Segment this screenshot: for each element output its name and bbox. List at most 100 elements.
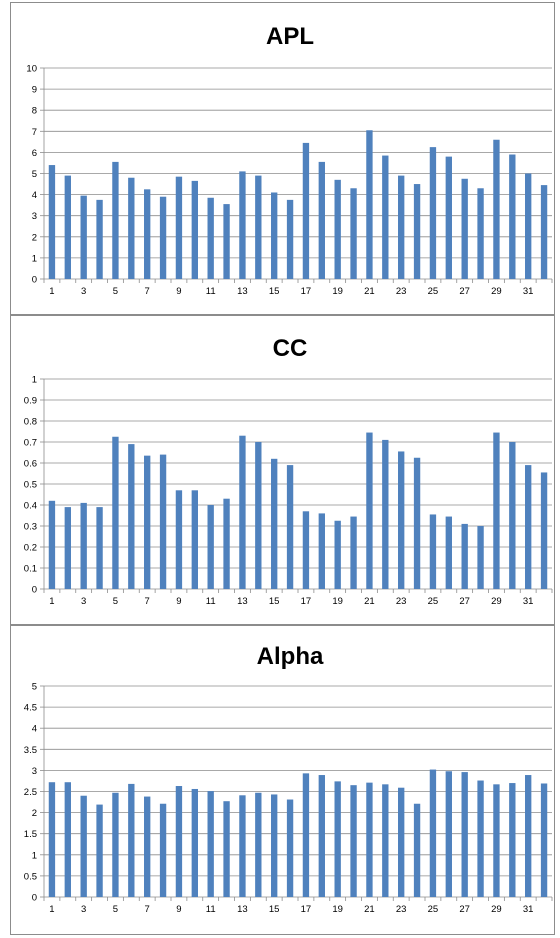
x-tick-label: 17 [301, 904, 312, 915]
bar [445, 516, 452, 589]
bar [159, 196, 167, 279]
bar [366, 130, 373, 279]
bar [493, 432, 500, 589]
bar [80, 795, 87, 897]
y-tick-label: 0.3 [24, 522, 37, 533]
bar [286, 199, 294, 279]
y-tick-label: 10 [26, 64, 37, 75]
chart-panel-alpha: Alpha 0 0.5 1 1.5 2 2.5 3 3.5 4 4.5 5 1 3 5 7 9 11 13 15 17 1… [10, 625, 555, 935]
bar [318, 513, 325, 589]
bar [255, 175, 262, 279]
alpha-chart-title: Alpha [257, 643, 324, 670]
bar [64, 175, 71, 279]
x-tick-label: 1 [49, 286, 54, 297]
y-tick-label: 7 [32, 127, 37, 138]
y-tick-label: 0.1 [24, 564, 37, 575]
y-tick-label: 3.5 [24, 745, 37, 756]
bar [175, 176, 183, 279]
bar [382, 439, 389, 589]
y-tick-label: 0.2 [24, 543, 37, 554]
bar [413, 457, 421, 589]
bar [318, 775, 325, 897]
bar [525, 465, 532, 589]
y-tick-label: 0.5 [24, 871, 37, 882]
x-tick-label: 17 [301, 286, 312, 297]
bar [366, 782, 373, 897]
bar [207, 197, 214, 279]
bar [334, 520, 341, 589]
bar [334, 179, 341, 279]
bar [223, 204, 230, 279]
y-tick-label: 4 [32, 724, 37, 735]
x-tick-label: 21 [364, 904, 375, 915]
bar [302, 773, 310, 897]
x-tick-label: 1 [49, 596, 54, 607]
bar [493, 784, 500, 897]
bar [96, 804, 103, 897]
bar [112, 161, 119, 279]
bar [223, 498, 230, 589]
bar [350, 785, 357, 897]
bar [271, 794, 278, 897]
x-tick-label: 13 [237, 904, 248, 915]
bar [334, 781, 341, 897]
x-tick-label: 5 [113, 596, 118, 607]
bar [48, 165, 56, 279]
bar [525, 173, 532, 279]
x-tick-label: 3 [81, 596, 86, 607]
bar [144, 189, 151, 279]
y-tick-label: 0.4 [24, 501, 37, 512]
x-tick-label: 27 [459, 596, 470, 607]
bar [461, 178, 468, 279]
x-tick-label: 25 [428, 286, 439, 297]
cc-chart-title: CC [273, 335, 308, 362]
bar [191, 788, 198, 897]
bar [413, 803, 421, 897]
bar [509, 442, 516, 589]
bar [48, 782, 56, 897]
x-tick-label: 15 [269, 286, 280, 297]
bar [239, 795, 246, 897]
y-tick-label: 0 [32, 893, 37, 904]
y-tick-label: 0.8 [24, 417, 37, 428]
bar [255, 442, 262, 589]
bar [128, 177, 135, 279]
bar [382, 155, 389, 279]
bar [509, 783, 516, 897]
x-tick-label: 19 [332, 286, 343, 297]
bar [112, 436, 119, 589]
y-tick-label: 2 [32, 808, 37, 819]
bar [144, 796, 151, 897]
y-tick-label: 2.5 [24, 787, 37, 798]
x-tick-label: 3 [81, 904, 86, 915]
x-tick-label: 19 [332, 596, 343, 607]
x-tick-label: 29 [491, 904, 502, 915]
bar [540, 783, 548, 897]
x-tick-label: 17 [301, 596, 312, 607]
y-tick-label: 3 [32, 766, 37, 777]
x-tick-label: 7 [145, 286, 150, 297]
bar [398, 451, 405, 589]
bar [477, 780, 484, 897]
y-tick-label: 0 [32, 585, 37, 596]
bar [429, 769, 437, 897]
bar [271, 192, 278, 279]
x-tick-label: 23 [396, 286, 407, 297]
bar [540, 185, 548, 279]
bar [48, 500, 56, 589]
bar [366, 432, 373, 589]
x-tick-label: 5 [113, 904, 118, 915]
y-tick-label: 1 [32, 375, 37, 386]
bar [318, 161, 325, 279]
bar [64, 782, 71, 897]
y-tick-label: 5 [32, 169, 37, 180]
y-tick-label: 6 [32, 148, 37, 159]
bar [96, 199, 103, 279]
y-tick-label: 8 [32, 106, 37, 117]
y-tick-label: 4.5 [24, 703, 37, 714]
x-tick-label: 27 [459, 286, 470, 297]
chart-panel-apl: APL 0 1 2 3 4 5 6 7 8 9 10 1 3 5 7 9 11 13 15 17 19 21 23 25 27 29… [10, 2, 555, 315]
x-tick-label: 9 [176, 286, 181, 297]
